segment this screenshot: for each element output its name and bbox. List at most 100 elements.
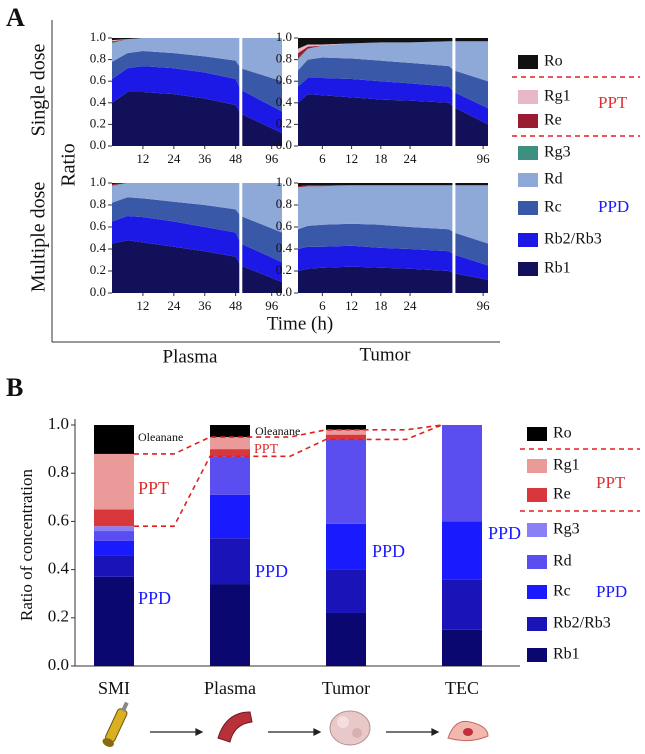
- area: [298, 183, 488, 187]
- annotation: PPT: [254, 442, 279, 457]
- bar-segment: [326, 523, 366, 570]
- area: [112, 216, 282, 282]
- x-tick-label: 24: [404, 151, 418, 166]
- x-tick-label: 24: [167, 298, 181, 313]
- area: [298, 266, 488, 293]
- x-tick-label: 96: [265, 298, 279, 313]
- row-label: Multiple dose: [28, 182, 50, 293]
- annotation: PPT: [138, 478, 169, 498]
- y-tick-label: 0.6: [90, 72, 107, 87]
- x-tick-label: 96: [477, 151, 491, 166]
- legend-swatch: [527, 459, 547, 473]
- bar-segment: [210, 584, 250, 666]
- x-tick-label: 6: [319, 298, 326, 313]
- column-label: Tumor: [359, 344, 411, 365]
- area: [112, 197, 282, 263]
- y-tick-label: 0.2: [276, 262, 292, 277]
- y-tick-label: 1.0: [90, 29, 106, 44]
- bar-segment: [442, 521, 482, 580]
- x-tick-label: 12: [345, 151, 358, 166]
- bar-segment: [442, 425, 482, 522]
- y-tick-label: 0.4: [276, 240, 293, 255]
- y-tick-label: 0.2: [90, 262, 106, 277]
- legend-group: PPD: [596, 582, 627, 601]
- y-tick-label: 0.4: [90, 94, 107, 109]
- area: [298, 41, 488, 82]
- y-tick-label: 0.8: [90, 51, 106, 66]
- legend-swatch: [527, 585, 547, 599]
- y-tick-label: 0.0: [90, 284, 106, 299]
- x-tick-label: SMI: [98, 678, 130, 698]
- legend-label: Rg3: [544, 144, 571, 161]
- legend-group: PPD: [598, 197, 629, 216]
- legend-group: PPT: [598, 93, 628, 112]
- area: [112, 50, 282, 112]
- legend-swatch: [527, 523, 547, 537]
- x-tick-label: 48: [229, 298, 242, 313]
- x-tick-label: 96: [265, 151, 279, 166]
- y-tick-label: 0.0: [48, 655, 69, 674]
- bar-segment: [210, 456, 250, 495]
- bar-segment: [210, 494, 250, 539]
- x-tick-label: 24: [167, 151, 181, 166]
- y-tick-label: 0.8: [276, 196, 292, 211]
- bar-segment: [94, 425, 134, 454]
- x-tick-label: 36: [198, 151, 212, 166]
- y-tick-label: 0.8: [48, 462, 69, 481]
- y-tick-label: 0.4: [276, 94, 293, 109]
- bar-segment: [442, 579, 482, 630]
- legend-swatch: [518, 146, 538, 160]
- x-tick-label: Tumor: [322, 678, 370, 698]
- area: [298, 185, 488, 244]
- y-tick-label: 0.2: [90, 115, 106, 130]
- annotation: PPD: [372, 541, 405, 561]
- y-tick-label: 0.0: [276, 137, 292, 152]
- bar-segment: [94, 509, 134, 527]
- bar-segment: [326, 434, 366, 440]
- bar-segment: [94, 540, 134, 556]
- y-tick-label: 0.0: [90, 137, 106, 152]
- annotation: Oleanane: [255, 424, 300, 438]
- y-tick-label: 0.6: [90, 218, 107, 233]
- bar-segment: [210, 425, 250, 438]
- legend-label: Rd: [544, 171, 563, 188]
- area: [298, 77, 488, 125]
- y-tick-label: 0.4: [48, 559, 70, 578]
- x-tick-label: 24: [404, 298, 418, 313]
- bar-segment: [94, 576, 134, 666]
- legend-label: Rb2/Rb3: [553, 615, 611, 632]
- y-tick-label: 1.0: [276, 174, 292, 189]
- y-axis-label: Ratio: [58, 143, 80, 186]
- x-tick-label: 36: [198, 298, 212, 313]
- annotation: PPD: [255, 561, 288, 581]
- x-tick-label: 48: [229, 151, 242, 166]
- legend-swatch: [527, 488, 547, 502]
- area: [298, 185, 488, 188]
- y-tick-label: 0.6: [276, 72, 293, 87]
- annotation: Oleanane: [138, 430, 183, 444]
- column-label: Plasma: [163, 346, 218, 367]
- legend-swatch: [518, 55, 538, 69]
- y-tick-label: 0.8: [276, 51, 292, 66]
- legend-label: Rg1: [544, 88, 571, 105]
- group-connector: [134, 424, 443, 455]
- legend-label: Ro: [544, 53, 563, 70]
- bar-segment: [326, 425, 366, 430]
- legend-swatch: [518, 262, 538, 276]
- legend-group: PPT: [596, 473, 626, 492]
- legend-swatch: [527, 427, 547, 441]
- area: [298, 223, 488, 266]
- bar-segment: [210, 538, 250, 585]
- legend-label: Rb2/Rb3: [544, 231, 602, 248]
- y-tick-label: 1.0: [276, 29, 292, 44]
- bar-segment: [326, 612, 366, 666]
- legend-label: Rd: [553, 553, 572, 570]
- bar-segment: [94, 526, 134, 532]
- y-axis-label: Ratio of concentration: [17, 469, 36, 622]
- legend-label: Ro: [553, 425, 572, 442]
- legend-label: Re: [544, 112, 562, 129]
- x-tick-label: 6: [319, 151, 326, 166]
- y-tick-label: 0.2: [276, 115, 292, 130]
- icons: [102, 701, 489, 747]
